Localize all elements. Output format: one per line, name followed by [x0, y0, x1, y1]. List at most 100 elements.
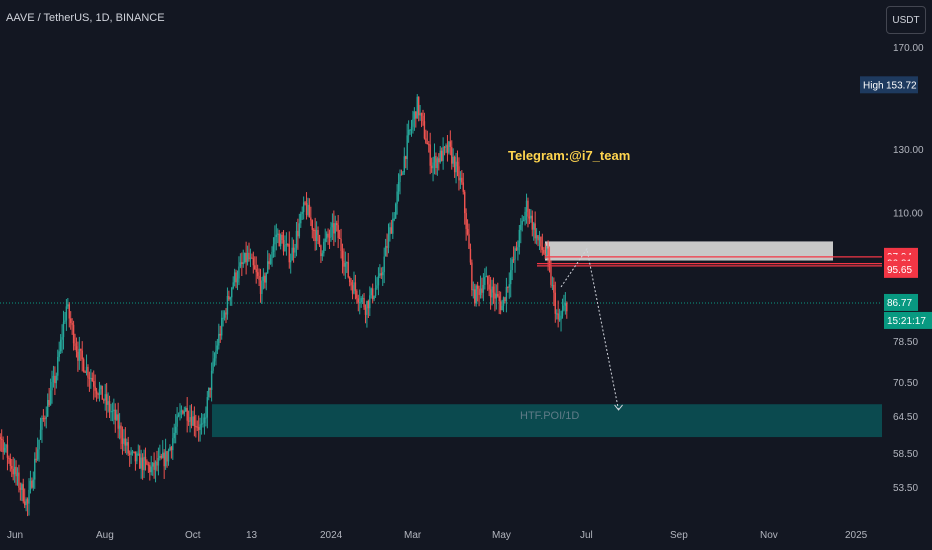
- candle-body: [84, 371, 86, 373]
- candle: [38, 439, 40, 462]
- candle-body: [71, 322, 73, 325]
- candle-body: [44, 418, 46, 420]
- candle: [383, 247, 385, 284]
- candle-body: [308, 204, 311, 218]
- candle-body: [265, 272, 267, 283]
- candle: [246, 245, 249, 266]
- candle-body: [219, 333, 221, 336]
- candle: [209, 387, 211, 398]
- candle: [451, 140, 453, 170]
- candle: [251, 253, 253, 259]
- candle-body: [382, 272, 384, 276]
- candle: [72, 320, 75, 351]
- candle: [120, 422, 122, 450]
- candle-body: [540, 236, 542, 247]
- candle: [254, 256, 256, 270]
- candle-body: [264, 275, 266, 283]
- candle-body: [386, 246, 388, 248]
- candle-body: [64, 320, 66, 323]
- candle: [6, 435, 9, 471]
- candle: [413, 107, 416, 131]
- candle-body: [261, 280, 263, 294]
- candle-body: [397, 182, 400, 192]
- candle-body: [116, 414, 118, 420]
- candle-body: [429, 144, 431, 166]
- candle: [151, 462, 154, 476]
- candle: [409, 128, 411, 135]
- candle: [55, 372, 58, 389]
- candle-body: [537, 235, 539, 241]
- candle-body: [249, 257, 252, 260]
- candle-body: [501, 305, 503, 311]
- candle: [497, 282, 499, 298]
- candle: [528, 208, 531, 225]
- candle-body: [517, 247, 519, 251]
- candle-body: [499, 301, 502, 311]
- candle-body: [271, 251, 273, 259]
- candle: [58, 341, 60, 362]
- candle: [173, 423, 175, 444]
- candle-body: [556, 313, 558, 315]
- candle-body: [488, 284, 490, 290]
- candle-body: [521, 220, 523, 225]
- candle-body: [465, 213, 467, 229]
- candle-body: [111, 410, 114, 412]
- candle-body: [233, 272, 236, 283]
- candle-body: [530, 215, 532, 219]
- candle: [85, 354, 88, 376]
- candle-body: [436, 158, 439, 169]
- candle-body: [310, 217, 312, 221]
- candle-body: [172, 438, 174, 451]
- candle-body: [258, 275, 260, 281]
- candle: [259, 268, 262, 303]
- candle: [318, 234, 321, 248]
- candle: [150, 455, 152, 476]
- candle: [357, 294, 359, 312]
- candle: [484, 268, 486, 290]
- candle-body: [49, 390, 52, 406]
- candle: [302, 196, 305, 220]
- candle: [561, 298, 564, 319]
- time-tick-label: 13: [246, 530, 258, 541]
- candle: [74, 333, 76, 351]
- candle-body: [550, 266, 552, 285]
- candle-body: [535, 235, 538, 239]
- candle-body: [288, 244, 290, 263]
- candle-body: [383, 256, 385, 273]
- candle-body: [416, 96, 418, 119]
- candle-body: [512, 259, 515, 261]
- candle-body: [364, 307, 367, 315]
- candle-body: [212, 361, 214, 371]
- candle-body: [338, 237, 341, 239]
- candle: [399, 169, 401, 195]
- candle: [139, 445, 141, 469]
- candle: [206, 390, 209, 429]
- candle-body: [167, 450, 170, 462]
- candle: [62, 310, 65, 350]
- candle: [255, 256, 257, 284]
- candle: [521, 214, 523, 232]
- candle: [566, 301, 568, 319]
- candle: [423, 112, 426, 140]
- candle: [32, 471, 35, 491]
- candle-body: [246, 252, 249, 263]
- projection-arrowhead: [614, 404, 623, 411]
- candle-body: [91, 377, 93, 382]
- candle-body: [548, 258, 551, 267]
- candle: [212, 350, 214, 374]
- candle-body: [196, 426, 198, 428]
- candle-body: [341, 250, 344, 261]
- candle: [331, 213, 334, 240]
- currency-unit-button[interactable]: USDT: [886, 6, 926, 34]
- candle: [315, 221, 318, 251]
- candle-body: [9, 458, 12, 467]
- candle-body: [452, 156, 454, 164]
- candle-body: [108, 401, 111, 412]
- candle: [229, 296, 232, 306]
- candle: [179, 403, 181, 421]
- candle-body: [269, 258, 272, 264]
- candle: [172, 427, 174, 460]
- candle: [101, 385, 104, 400]
- candle-body: [16, 472, 19, 477]
